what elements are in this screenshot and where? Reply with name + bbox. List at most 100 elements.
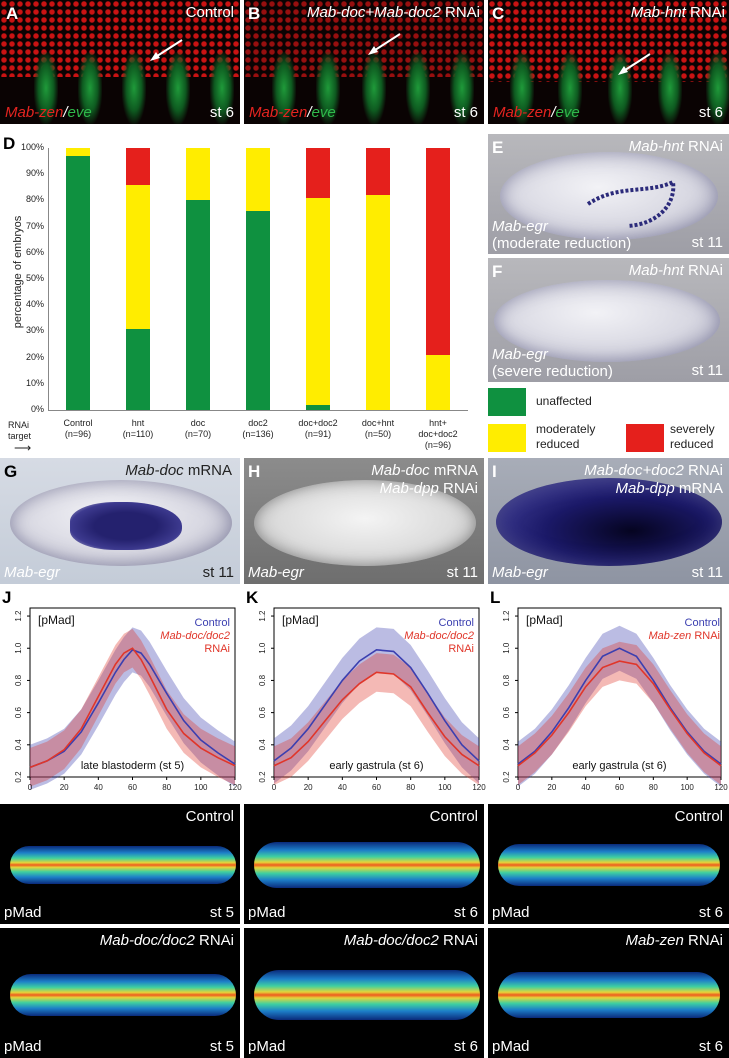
panel-h-letter: H bbox=[248, 462, 261, 481]
panel-e-note: (moderate reduction) bbox=[492, 235, 632, 252]
y-tick-label: 40% bbox=[25, 299, 44, 310]
x-tick-label: 0 bbox=[516, 783, 521, 792]
heatmap-label: pMad bbox=[248, 904, 286, 921]
panel-f-letter: F bbox=[492, 262, 503, 281]
heatmap-title: Mab-doc/doc2 RNAi bbox=[99, 932, 234, 949]
panel-i-title-2: Mab-dpp mRNA bbox=[615, 480, 723, 497]
panel-c-title: Mab-hnt RNAi bbox=[630, 4, 725, 21]
series-band bbox=[518, 625, 721, 787]
legend-label-severe: severely reduced bbox=[670, 422, 715, 451]
x-tick-label: 80 bbox=[406, 783, 415, 792]
x-tick-label: Control (n=96) bbox=[63, 418, 93, 439]
y-tick-label: 1.0 bbox=[258, 642, 267, 654]
arrow-icon bbox=[150, 39, 183, 61]
panel-b-stage: st 6 bbox=[453, 104, 478, 121]
y-tick-label: 50% bbox=[25, 273, 44, 283]
heatmap-title: Mab-doc/doc2 RNAi bbox=[343, 932, 478, 949]
heatmap-stage: st 6 bbox=[698, 904, 723, 921]
series-line bbox=[517, 647, 722, 765]
y-tick-label: 90% bbox=[25, 168, 44, 179]
y-tick-label: 0.4 bbox=[502, 739, 511, 751]
x-tick-label: doc+doc2 (n=91) bbox=[298, 418, 338, 439]
legend-swatch-moderate bbox=[488, 424, 526, 452]
x-tick-label: 60 bbox=[128, 783, 137, 792]
series-band bbox=[30, 628, 235, 787]
y-tick-label: 80% bbox=[25, 194, 44, 205]
panel-h-probe: Mab-egr bbox=[248, 564, 304, 581]
heatmap-title: Control bbox=[674, 808, 723, 825]
x-tick-label: 100 bbox=[194, 783, 208, 792]
heatmap-control-st6-l: Control pMad st 6 bbox=[488, 804, 729, 924]
stain-pattern bbox=[586, 179, 676, 228]
x-tick-label: 40 bbox=[94, 783, 103, 792]
x-tick-label: 0 bbox=[28, 783, 33, 792]
plot-title: [pMad] bbox=[38, 613, 75, 627]
panel-l-letter: L bbox=[490, 588, 501, 607]
y-tick-label: 20% bbox=[25, 351, 44, 362]
panel-g-letter: G bbox=[4, 462, 18, 481]
x-tick-label: 120 bbox=[714, 783, 728, 792]
panel-b-letter: B bbox=[248, 4, 261, 23]
plot-subtitle: early gastrula (st 6) bbox=[572, 760, 666, 772]
panel-f-title: Mab-hnt RNAi bbox=[628, 262, 723, 279]
heatmap-stage: st 6 bbox=[698, 1038, 723, 1055]
bar-unaffected bbox=[126, 328, 150, 410]
x-tick-label: 100 bbox=[680, 783, 694, 792]
panel-h-title-1: Mab-doc mRNA bbox=[371, 462, 478, 479]
stain-blob bbox=[70, 502, 182, 550]
heatmap-label: pMad bbox=[248, 1038, 286, 1055]
rnai-target-label: RNAi target bbox=[8, 420, 32, 441]
panel-i-image: I Mab-doc+doc2 RNAi Mab-dpp mRNA Mab-egr… bbox=[488, 458, 729, 584]
bar-moderately-reduced bbox=[246, 148, 270, 211]
bar-moderately-reduced bbox=[426, 354, 450, 410]
series-line bbox=[273, 671, 480, 767]
x-tick-label: 100 bbox=[438, 783, 452, 792]
heatmap-label: pMad bbox=[492, 1038, 530, 1055]
y-tick-label: 70% bbox=[25, 220, 44, 231]
y-tick-label: 30% bbox=[25, 325, 44, 336]
panel-f-note: (severe reduction) bbox=[492, 363, 613, 380]
panel-d-chart: percentage of embryos 0% 10% 20% 30% 40% 50% 6… bbox=[0, 130, 484, 460]
x-tick-label: doc+hnt (n=50) bbox=[361, 418, 395, 439]
panel-h-stage: st 11 bbox=[446, 564, 478, 581]
bar-severely-reduced bbox=[366, 148, 390, 196]
panel-l-legend: Control Mab-zen RNAi bbox=[648, 617, 720, 642]
y-tick-label: 1.2 bbox=[502, 610, 511, 622]
panel-l-plot: 0.2 0.4 0.6 0.8 1.0 1.2 0 20 40 60 80 100 120 [pMad] e… bbox=[502, 607, 728, 792]
panel-i-probe: Mab-egr bbox=[492, 564, 548, 581]
heatmap-stage: st 6 bbox=[453, 1038, 478, 1055]
heatmap-label: pMad bbox=[4, 904, 42, 921]
series-band bbox=[518, 641, 721, 786]
panel-e-probe: Mab-egr bbox=[492, 218, 548, 235]
x-tick-label: 20 bbox=[60, 783, 69, 792]
plot-subtitle: late blastoderm (st 5) bbox=[81, 760, 184, 772]
heatmap-stage: st 6 bbox=[453, 904, 478, 921]
heatmap-label: pMad bbox=[492, 904, 530, 921]
x-tick-label: 40 bbox=[581, 783, 590, 792]
panel-d-letter: D bbox=[3, 134, 16, 153]
panel-a-title: Control bbox=[185, 4, 234, 21]
plot-frame bbox=[273, 607, 480, 778]
x-tick-label: hnt (n=110) bbox=[122, 418, 154, 439]
heatmap-title: Mab-zen RNAi bbox=[625, 932, 723, 949]
y-tick-label: 10% bbox=[25, 377, 44, 388]
panel-g-probe: Mab-egr bbox=[4, 564, 60, 581]
plot-frame bbox=[517, 607, 722, 778]
panel-g-title: Mab-doc mRNA bbox=[125, 462, 232, 479]
x-tick-label: 80 bbox=[649, 783, 658, 792]
series-line bbox=[517, 660, 722, 767]
bar-moderately-reduced bbox=[306, 197, 330, 405]
y-tick-label: 100% bbox=[20, 142, 44, 152]
bar-moderately-reduced bbox=[366, 195, 390, 410]
panel-b-title: Mab-doc+Mab-doc2 RNAi bbox=[307, 4, 480, 21]
series-line bbox=[273, 649, 480, 762]
x-tick-label: 120 bbox=[472, 783, 486, 792]
series-line bbox=[29, 648, 236, 769]
heatmap-title: Control bbox=[185, 808, 234, 825]
x-tick-label: doc2 (n=136) bbox=[242, 418, 274, 439]
legend-label-moderate: moderately reduced bbox=[536, 422, 596, 451]
y-tick-label: 0.8 bbox=[258, 674, 267, 686]
panel-a-image: A Control Mab-zen/eve st 6 bbox=[0, 0, 240, 124]
panel-c-image: C Mab-hnt RNAi Mab-zen/eve st 6 bbox=[488, 0, 729, 124]
panel-f-image: F Mab-hnt RNAi Mab-egr (severe reduction… bbox=[488, 258, 729, 382]
